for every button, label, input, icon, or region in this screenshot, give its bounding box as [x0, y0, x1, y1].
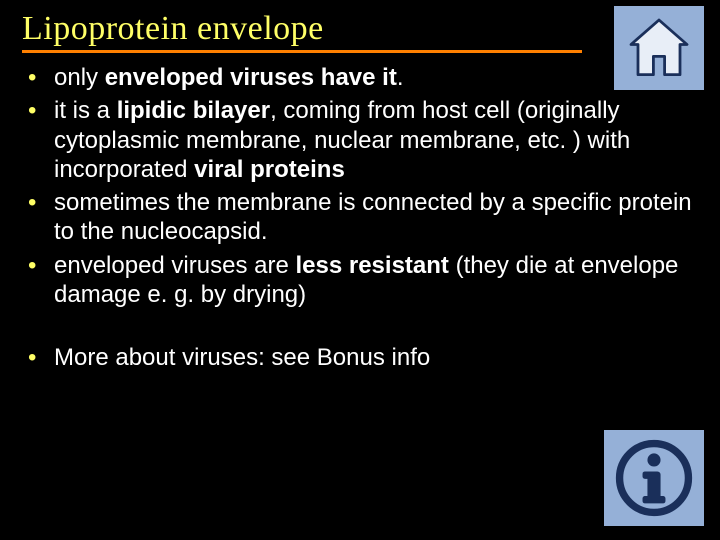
bold-text: viral proteins	[194, 156, 345, 183]
list-item: enveloped viruses are less resistant (th…	[28, 251, 692, 310]
list-item: sometimes the membrane is connected by a…	[28, 188, 692, 247]
bullet-list-2: More about viruses: see Bonus info	[28, 343, 692, 372]
bold-text: less resistant	[295, 252, 448, 279]
spacer	[28, 313, 692, 343]
bold-text: lipidic bilayer	[117, 97, 270, 124]
text: enveloped viruses are	[54, 252, 295, 279]
text: .	[397, 64, 404, 91]
info-icon[interactable]	[604, 430, 704, 526]
text: More about viruses: see Bonus info	[54, 344, 430, 371]
text: it is a	[54, 97, 117, 124]
slide-title: Lipoprotein envelope	[22, 10, 582, 53]
text: sometimes the membrane is connected by a…	[54, 189, 692, 245]
slide: Lipoprotein envelope only enveloped viru…	[0, 0, 720, 540]
list-item: only enveloped viruses have it.	[28, 63, 692, 92]
bold-text: enveloped viruses have it	[105, 64, 397, 91]
bullet-list: only enveloped viruses have it. it is a …	[28, 63, 692, 309]
list-item: More about viruses: see Bonus info	[28, 343, 692, 372]
list-item: it is a lipidic bilayer, coming from hos…	[28, 96, 692, 184]
text: only	[54, 64, 105, 91]
information-icon	[613, 437, 695, 519]
